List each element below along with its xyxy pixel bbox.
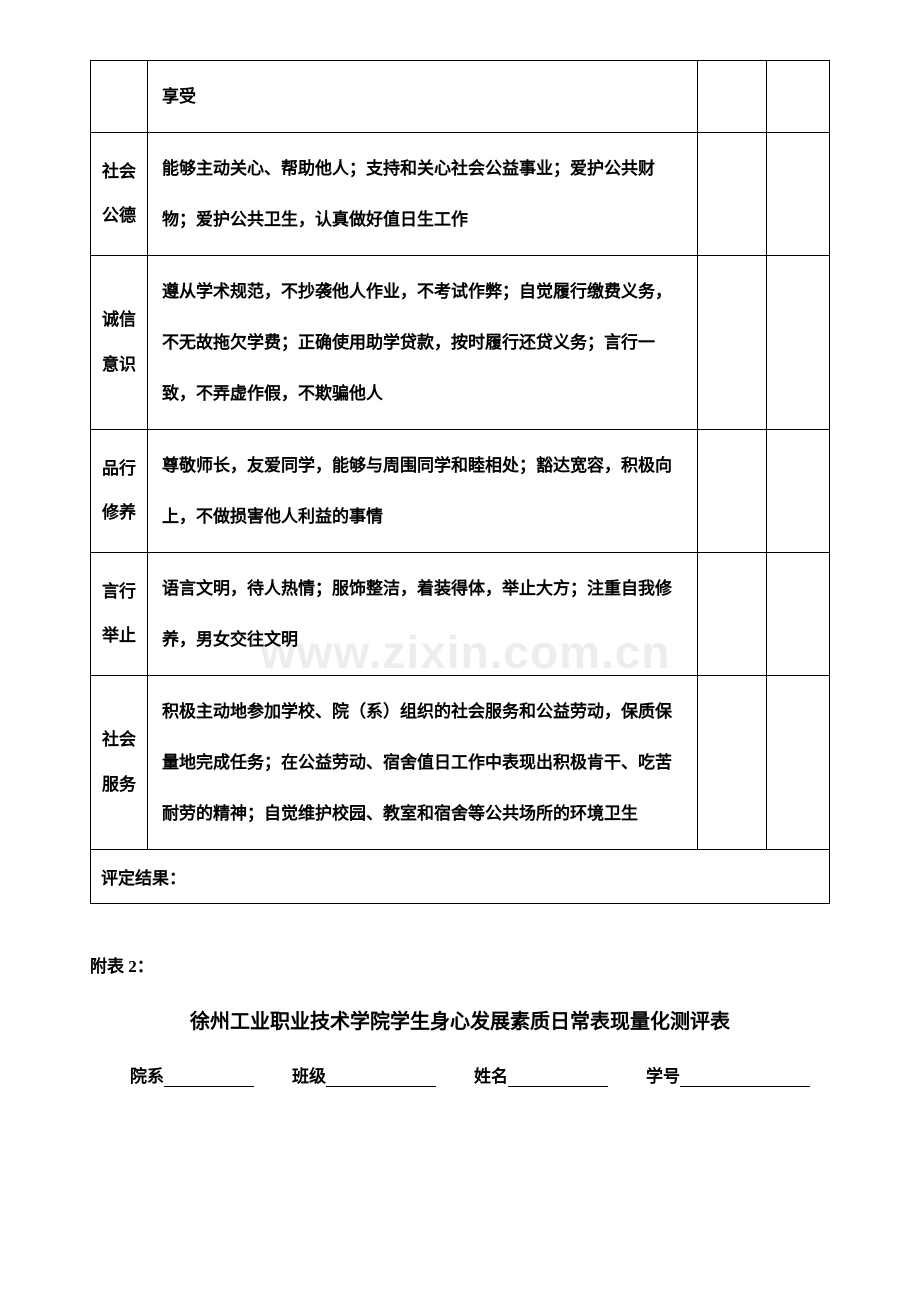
label-line2: 服务 xyxy=(102,775,136,794)
row-blank2 xyxy=(767,676,830,850)
row-blank2 xyxy=(767,61,830,133)
result-label: 评定结果： xyxy=(91,850,830,904)
table-row: 诚信 意识 遵从学术规范，不抄袭他人作业，不考试作弊；自觉履行缴费义务，不无故拖… xyxy=(91,256,830,430)
row-blank1 xyxy=(698,133,767,256)
fill-name: 姓名 xyxy=(474,1062,608,1087)
blank-line xyxy=(680,1070,810,1087)
row-label: 社会 服务 xyxy=(91,676,148,850)
row-label: 品行 修养 xyxy=(91,430,148,553)
row-content: 尊敬师长，友爱同学，能够与周围同学和睦相处；豁达宽容，积极向上，不做损害他人利益… xyxy=(148,430,698,553)
label-line2: 举止 xyxy=(102,626,136,645)
table-row: 享受 xyxy=(91,61,830,133)
fill-id: 学号 xyxy=(646,1062,810,1087)
label-line2: 修养 xyxy=(102,503,136,522)
fill-class-label: 班级 xyxy=(292,1067,326,1086)
row-blank2 xyxy=(767,256,830,430)
evaluation-table: 享受 社会 公德 能够主动关心、帮助他人；支持和关心社会公益事业；爱护公共财物；… xyxy=(90,60,830,904)
row-content: 积极主动地参加学校、院（系）组织的社会服务和公益劳动，保质保量地完成任务；在公益… xyxy=(148,676,698,850)
row-label xyxy=(91,61,148,133)
row-blank1 xyxy=(698,61,767,133)
fill-id-label: 学号 xyxy=(646,1067,680,1086)
label-line1: 品行 xyxy=(102,459,136,478)
label-line1: 社会 xyxy=(102,162,136,181)
row-label: 诚信 意识 xyxy=(91,256,148,430)
fill-dept: 院系 xyxy=(130,1062,254,1087)
row-label: 言行 举止 xyxy=(91,553,148,676)
label-line1: 社会 xyxy=(102,730,136,749)
fill-class: 班级 xyxy=(292,1062,436,1087)
row-content: 遵从学术规范，不抄袭他人作业，不考试作弊；自觉履行缴费义务，不无故拖欠学费；正确… xyxy=(148,256,698,430)
row-blank2 xyxy=(767,553,830,676)
table-row: 社会 服务 积极主动地参加学校、院（系）组织的社会服务和公益劳动，保质保量地完成… xyxy=(91,676,830,850)
label-line1: 言行 xyxy=(102,582,136,601)
row-blank1 xyxy=(698,430,767,553)
row-content: 语言文明，待人热情；服饰整洁，着装得体，举止大方；注重自我修养，男女交往文明 xyxy=(148,553,698,676)
row-blank2 xyxy=(767,430,830,553)
fill-in-row: 院系 班级 姓名 学号 xyxy=(90,1062,830,1087)
row-content: 享受 xyxy=(148,61,698,133)
table-row: 言行 举止 语言文明，待人热情；服饰整洁，着装得体，举止大方；注重自我修养，男女… xyxy=(91,553,830,676)
row-blank1 xyxy=(698,553,767,676)
row-blank1 xyxy=(698,676,767,850)
label-line2: 公德 xyxy=(102,206,136,225)
blank-line xyxy=(164,1070,254,1087)
label-line1: 诚信 xyxy=(102,310,136,329)
fill-name-label: 姓名 xyxy=(474,1067,508,1086)
section-title: 徐州工业职业技术学院学生身心发展素质日常表现量化测评表 xyxy=(90,1005,830,1034)
blank-line xyxy=(508,1070,608,1087)
row-blank1 xyxy=(698,256,767,430)
table-row: 品行 修养 尊敬师长，友爱同学，能够与周围同学和睦相处；豁达宽容，积极向上，不做… xyxy=(91,430,830,553)
row-blank2 xyxy=(767,133,830,256)
blank-line xyxy=(326,1070,436,1087)
table-row: 社会 公德 能够主动关心、帮助他人；支持和关心社会公益事业；爱护公共财物；爱护公… xyxy=(91,133,830,256)
row-label: 社会 公德 xyxy=(91,133,148,256)
appendix-label: 附表 2： xyxy=(90,952,830,977)
label-line2: 意识 xyxy=(102,355,136,374)
row-content: 能够主动关心、帮助他人；支持和关心社会公益事业；爱护公共财物；爱护公共卫生，认真… xyxy=(148,133,698,256)
fill-dept-label: 院系 xyxy=(130,1067,164,1086)
result-row: 评定结果： xyxy=(91,850,830,904)
